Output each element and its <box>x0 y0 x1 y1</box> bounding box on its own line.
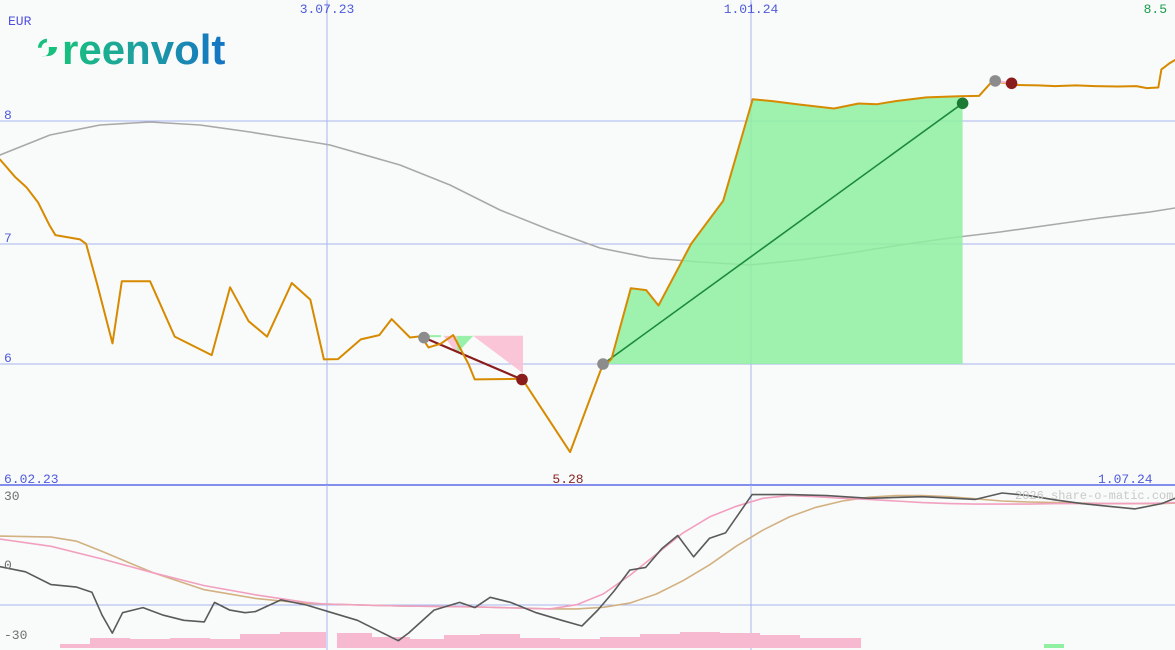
svg-text:reenvolt: reenvolt <box>62 26 225 69</box>
